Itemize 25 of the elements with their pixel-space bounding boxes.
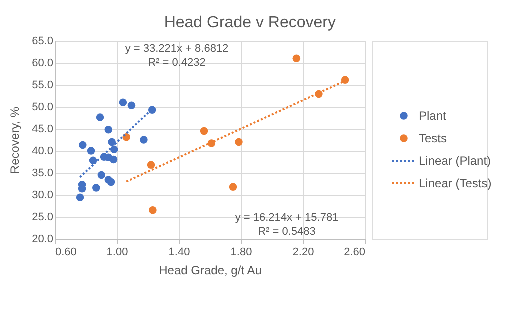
legend-label: Plant bbox=[419, 109, 448, 123]
y-tick-label: 55.0 bbox=[32, 80, 54, 92]
x-tick-label: 2.60 bbox=[344, 246, 366, 258]
y-tick-label: 20.0 bbox=[32, 234, 54, 246]
y-tick-label: 45.0 bbox=[32, 124, 54, 136]
y-axis-title: Recovery, % bbox=[8, 106, 22, 174]
annotation: y = 16.214x + 15.781 R² = 0.5483 bbox=[235, 212, 339, 238]
legend-label: Linear (Tests) bbox=[419, 176, 492, 190]
annotation: y = 33.221x + 8.6812 R² = 0.4232 bbox=[125, 43, 229, 69]
chart-title: Head Grade v Recovery bbox=[164, 14, 336, 32]
legend-label: Linear (Plant) bbox=[419, 154, 492, 168]
y-tick-label: 25.0 bbox=[32, 212, 54, 224]
y-tick-label: 65.0 bbox=[32, 36, 54, 48]
y-tick-label: 40.0 bbox=[32, 146, 54, 158]
x-tick-label: 2.20 bbox=[292, 246, 314, 258]
y-tick-label: 30.0 bbox=[32, 190, 54, 202]
x-tick-label: 1.80 bbox=[230, 246, 252, 258]
x-axis-title: Head Grade, g/t Au bbox=[159, 264, 262, 278]
x-tick-label: 1.00 bbox=[106, 246, 128, 258]
y-tick-label: 50.0 bbox=[32, 102, 54, 114]
legend-label: Tests bbox=[419, 132, 448, 146]
y-tick-label: 60.0 bbox=[32, 58, 54, 70]
x-tick-label: 0.60 bbox=[56, 246, 77, 258]
x-tick-label: 1.40 bbox=[168, 246, 190, 258]
y-tick-label: 35.0 bbox=[32, 168, 54, 180]
